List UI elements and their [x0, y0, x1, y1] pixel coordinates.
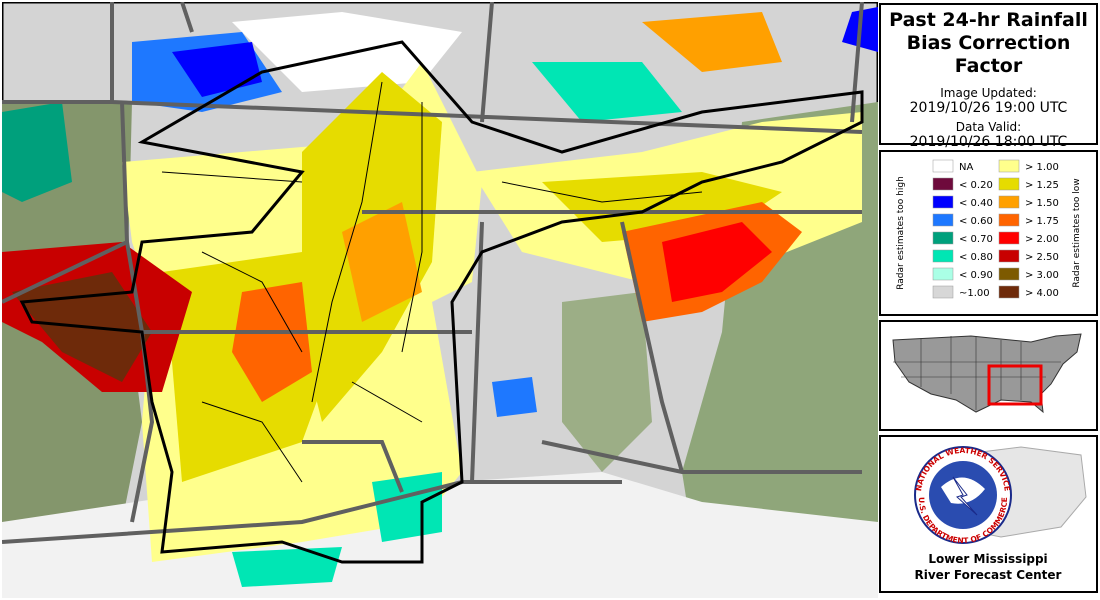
- legend-side-label: Radar estimates too low: [1072, 178, 1082, 287]
- low-area: [172, 42, 262, 97]
- legend-swatch: [932, 213, 954, 227]
- legend-label: NA: [959, 162, 973, 173]
- updated-value: 2019/10/26 19:00 UTC: [909, 100, 1068, 116]
- legend: Radar estimates too high Radar estimates…: [896, 159, 1082, 299]
- legend-swatch: [998, 213, 1020, 227]
- legend-label: > 1.00: [1025, 162, 1059, 173]
- legend-swatch: [932, 267, 954, 281]
- low-area: [532, 62, 682, 122]
- legend-swatch: [998, 159, 1020, 173]
- logo: NATIONAL WEATHER SERVICE U.S. DEPARTMENT…: [914, 446, 1087, 582]
- legend-swatch: [932, 231, 954, 245]
- low-area: [372, 472, 442, 542]
- legend-swatch: [998, 285, 1020, 299]
- high-area: [232, 282, 312, 402]
- low-area: [232, 547, 342, 587]
- title-panel: Past 24-hr Rainfall Bias Correction Fact…: [879, 3, 1098, 150]
- state-lines: [2, 2, 864, 544]
- legend-swatch: [998, 231, 1020, 245]
- map: [2, 2, 878, 598]
- legend-label: > 1.25: [1025, 180, 1059, 191]
- legend-label: > 4.00: [1025, 288, 1059, 299]
- na-area: [232, 12, 462, 92]
- legend-label: > 1.75: [1025, 216, 1059, 227]
- legend-label: > 2.50: [1025, 252, 1059, 263]
- title: Bias Correction Factor: [906, 32, 1071, 77]
- high-area: [642, 12, 782, 72]
- legend-swatch: [998, 195, 1020, 209]
- low-area: [492, 377, 537, 417]
- legend-label: > 1.50: [1025, 198, 1059, 209]
- legend-swatch: [998, 249, 1020, 263]
- updated-label: Image Updated:: [940, 86, 1037, 100]
- legend-swatch: [998, 267, 1020, 281]
- basin-outline: [19, 40, 864, 564]
- valid-label: Data Valid:: [955, 120, 1022, 134]
- legend-swatch: [998, 177, 1020, 191]
- legend-swatch: [932, 195, 954, 209]
- sub-basins: [161, 81, 703, 483]
- legend-swatch: [932, 285, 954, 299]
- legend-swatch: [932, 177, 954, 191]
- legend-label: < 0.80: [959, 252, 993, 263]
- footer: River Forecast Center: [915, 568, 1062, 582]
- terrain-mid: [562, 292, 652, 472]
- locator-panel: [879, 320, 1098, 431]
- legend-panel: Radar estimates too high Radar estimates…: [879, 150, 1098, 316]
- legend-label: > 3.00: [1025, 270, 1059, 281]
- title: Past 24-hr Rainfall: [889, 9, 1088, 31]
- legend-side-label: Radar estimates too high: [896, 176, 906, 290]
- legend-swatch: [932, 249, 954, 263]
- legend-label: < 0.70: [959, 234, 993, 245]
- high-area: [342, 202, 422, 322]
- legend-label: ~1.00: [959, 288, 990, 299]
- low-area: [2, 102, 72, 202]
- high-area: [662, 222, 772, 302]
- legend-label: < 0.40: [959, 198, 993, 209]
- legend-label: < 0.20: [959, 180, 993, 191]
- legend-swatch: [932, 159, 954, 173]
- logo-panel: NATIONAL WEATHER SERVICE U.S. DEPARTMENT…: [879, 435, 1098, 593]
- legend-label: < 0.60: [959, 216, 993, 227]
- locator-map: [892, 333, 1082, 414]
- valid-value: 2019/10/26 18:00 UTC: [909, 134, 1068, 150]
- legend-label: > 2.00: [1025, 234, 1059, 245]
- footer: Lower Mississippi: [928, 552, 1047, 566]
- legend-label: < 0.90: [959, 270, 993, 281]
